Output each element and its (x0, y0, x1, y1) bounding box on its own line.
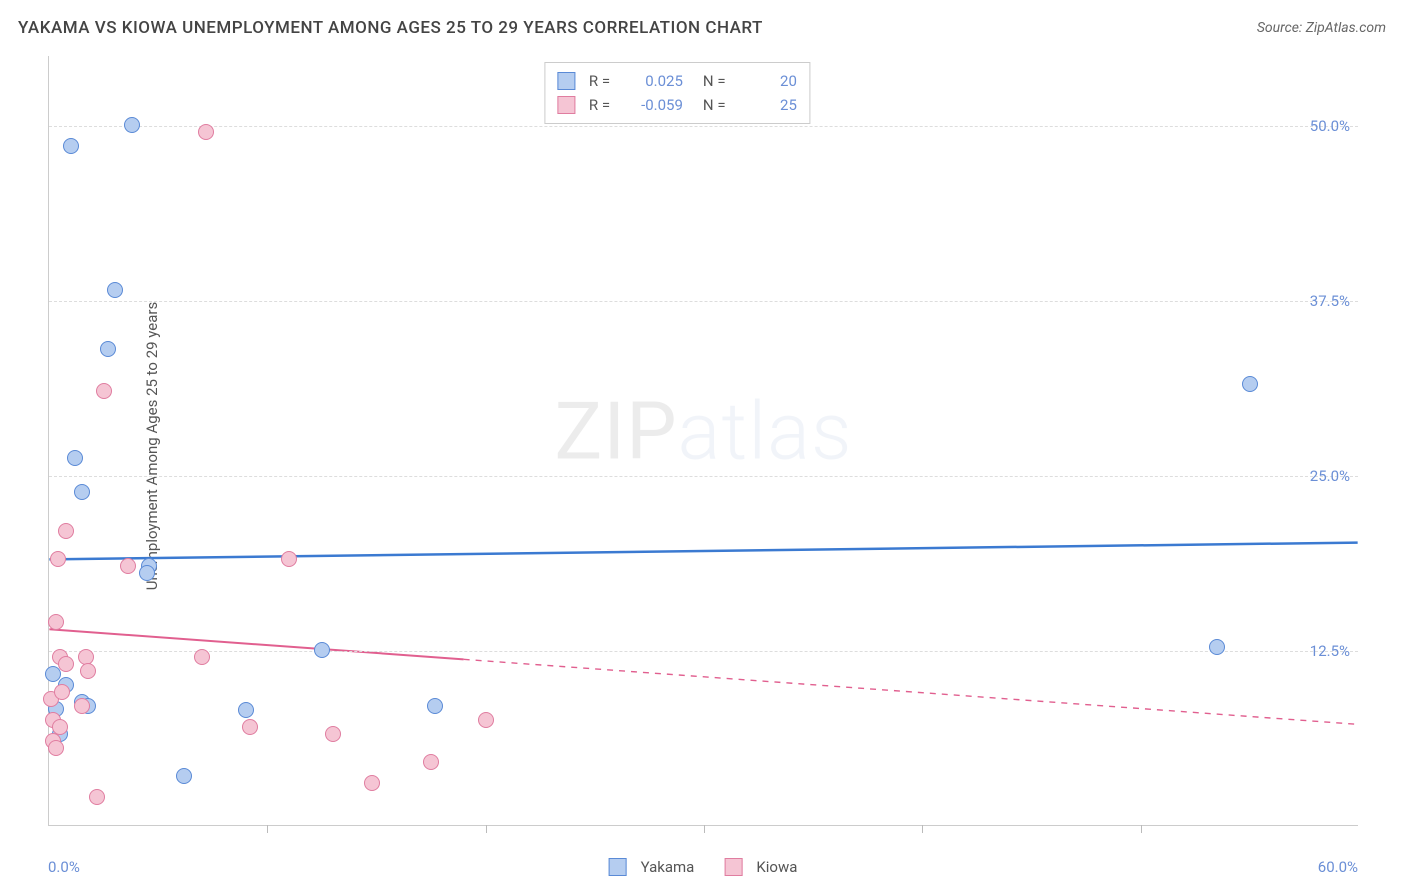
gridline (49, 301, 1358, 302)
trend-line-solid (49, 543, 1357, 560)
data-point (107, 282, 123, 298)
legend-row: R = -0.059 N = 25 (557, 93, 797, 117)
legend-series-label: Yakama (641, 858, 695, 876)
data-point (48, 740, 64, 756)
legend-series-label: Kiowa (756, 858, 797, 876)
data-point (48, 614, 64, 630)
y-tick-label: 37.5% (1310, 292, 1350, 310)
x-tick (1141, 825, 1142, 833)
y-tick-label: 25.0% (1310, 467, 1350, 485)
data-point (50, 551, 66, 567)
x-axis-max-label: 60.0% (1318, 858, 1358, 876)
correlation-legend: R = 0.025 N = 20 R = -0.059 N = 25 (544, 62, 810, 124)
watermark-light: atlas (678, 384, 853, 478)
legend-r-label: R = (589, 93, 619, 117)
gridline (49, 476, 1358, 477)
series-legend: Yakama Kiowa (609, 858, 798, 876)
data-point (1242, 376, 1258, 392)
data-point (325, 726, 341, 742)
data-point (58, 523, 74, 539)
data-point (139, 565, 155, 581)
legend-r-label: R = (589, 69, 619, 93)
data-point (238, 702, 254, 718)
legend-r-value: 0.025 (627, 69, 683, 93)
data-point (54, 684, 70, 700)
legend-swatch (557, 96, 575, 114)
legend-n-label: N = (703, 93, 733, 117)
data-point (314, 642, 330, 658)
legend-swatch (724, 858, 742, 876)
x-axis-min-label: 0.0% (48, 858, 80, 876)
chart-title: YAKAMA VS KIOWA UNEMPLOYMENT AMONG AGES … (18, 18, 763, 38)
plot-area: ZIPatlas R = 0.025 N = 20 R = -0.059 N = 25 12.… (48, 56, 1358, 826)
data-point (281, 551, 297, 567)
data-point (120, 558, 136, 574)
data-point (96, 383, 112, 399)
data-point (194, 649, 210, 665)
watermark-bold: ZIP (554, 384, 677, 478)
x-tick (922, 825, 923, 833)
x-tick (486, 825, 487, 833)
data-point (74, 698, 90, 714)
data-point (478, 712, 494, 728)
y-tick-label: 12.5% (1310, 642, 1350, 660)
chart-container: YAKAMA VS KIOWA UNEMPLOYMENT AMONG AGES … (0, 0, 1406, 892)
data-point (124, 117, 140, 133)
legend-r-value: -0.059 (627, 93, 683, 117)
legend-swatch (609, 858, 627, 876)
data-point (63, 138, 79, 154)
legend-row: R = 0.025 N = 20 (557, 69, 797, 93)
legend-item: Yakama (609, 858, 695, 876)
legend-n-value: 25 (741, 93, 797, 117)
data-point (427, 698, 443, 714)
x-tick (267, 825, 268, 833)
gridline (49, 651, 1358, 652)
data-point (423, 754, 439, 770)
legend-swatch (557, 72, 575, 90)
trend-line-solid (49, 629, 463, 659)
data-point (58, 656, 74, 672)
legend-n-value: 20 (741, 69, 797, 93)
data-point (100, 341, 116, 357)
data-point (74, 484, 90, 500)
gridline (49, 126, 1358, 127)
data-point (80, 663, 96, 679)
data-point (176, 768, 192, 784)
data-point (1209, 639, 1225, 655)
data-point (67, 450, 83, 466)
data-point (89, 789, 105, 805)
data-point (198, 124, 214, 140)
y-tick-label: 50.0% (1310, 117, 1350, 135)
trend-line-dashed (464, 659, 1358, 724)
watermark: ZIPatlas (554, 384, 852, 478)
legend-n-label: N = (703, 69, 733, 93)
legend-item: Kiowa (724, 858, 797, 876)
x-tick (704, 825, 705, 833)
chart-source: Source: ZipAtlas.com (1257, 20, 1386, 36)
data-point (242, 719, 258, 735)
data-point (364, 775, 380, 791)
